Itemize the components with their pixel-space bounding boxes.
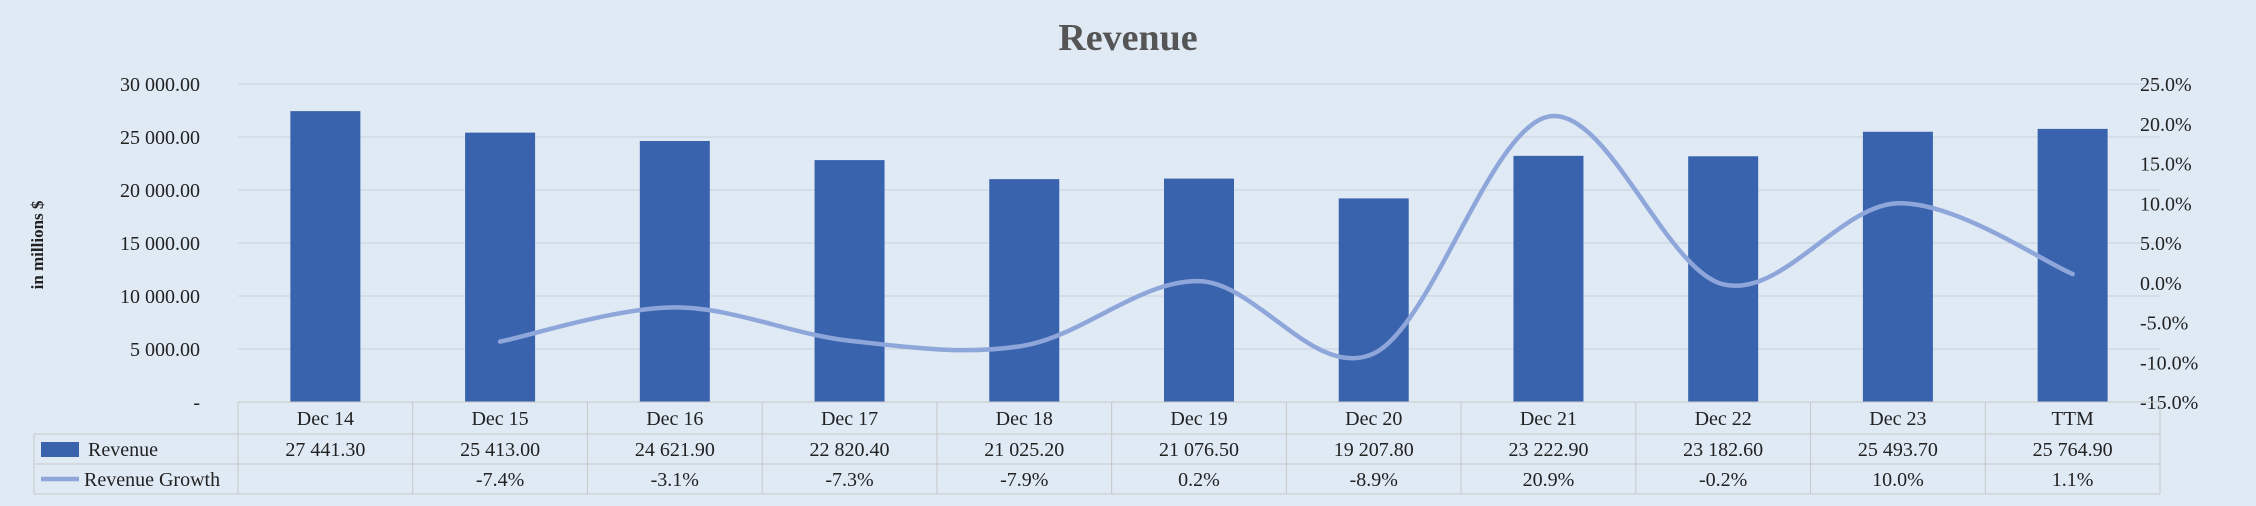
- bar: [465, 132, 536, 402]
- bar: [989, 179, 1060, 402]
- bar: [1688, 156, 1759, 402]
- left-tick-label: 5 000.00: [130, 339, 200, 361]
- category-label: Dec 19: [1170, 408, 1227, 430]
- legend-label-growth: Revenue Growth: [84, 469, 220, 491]
- category-label: Dec 20: [1345, 408, 1402, 430]
- revenue-value-cell: 21 025.20: [984, 439, 1064, 461]
- bar: [1862, 131, 1933, 402]
- category-label: Dec 23: [1869, 408, 1926, 430]
- revenue-value-cell: 25 764.90: [2033, 439, 2113, 461]
- bar: [814, 160, 885, 402]
- right-axis-ticks: -15.0% -10.0% -5.0% 0.0% 5.0% 10.0% 15.0% 20.0%…: [2140, 74, 2198, 414]
- data-table: Dec 14 Dec 15 Dec 16 Dec 17 Dec 18 Dec 19 Dec …: [33, 401, 2161, 495]
- category-label: Dec 21: [1520, 408, 1577, 430]
- revenue-value-cell: 23 222.90: [1508, 439, 1588, 461]
- bar: [2037, 128, 2108, 402]
- revenue-bars: [290, 111, 2108, 402]
- right-tick-label: 15.0%: [2140, 154, 2192, 176]
- category-label: Dec 15: [471, 408, 528, 430]
- category-label: TTM: [2052, 408, 2094, 430]
- growth-value-cell: -7.3%: [825, 469, 873, 491]
- chart-title: Revenue: [1058, 17, 1197, 59]
- revenue-value-cell: 25 413.00: [460, 439, 540, 461]
- category-label: Dec 18: [996, 408, 1053, 430]
- bar: [1164, 178, 1234, 402]
- bar: [639, 141, 710, 402]
- left-tick-label: 10 000.00: [120, 286, 200, 308]
- left-axis-ticks: - 5 000.00 10 000.00 15 000.00 20 000.00 25 0…: [120, 74, 200, 414]
- legend-swatch-revenue: [41, 442, 79, 457]
- growth-line-path: [497, 114, 2075, 361]
- bar: [1513, 155, 1584, 402]
- revenue-value-cell: 25 493.70: [1858, 439, 1938, 461]
- right-tick-label: -15.0%: [2140, 392, 2198, 414]
- right-tick-label: -10.0%: [2140, 352, 2198, 374]
- growth-value-cell: -7.9%: [1000, 469, 1048, 491]
- right-tick-label: 5.0%: [2140, 233, 2182, 255]
- category-label: Dec 22: [1695, 408, 1752, 430]
- right-tick-label: -5.0%: [2140, 313, 2188, 335]
- category-label: Dec 17: [821, 408, 878, 430]
- growth-value-cell: -8.9%: [1350, 469, 1398, 491]
- left-tick-label: 15 000.00: [120, 233, 200, 255]
- legend-label-revenue: Revenue: [88, 439, 158, 461]
- bar: [290, 111, 361, 402]
- growth-value-cell: -3.1%: [651, 469, 699, 491]
- left-tick-label: 20 000.00: [120, 180, 200, 202]
- right-tick-label: 10.0%: [2140, 193, 2192, 215]
- growth-value-cell: -7.4%: [476, 469, 524, 491]
- right-tick-label: 20.0%: [2140, 114, 2192, 136]
- right-tick-label: 25.0%: [2140, 74, 2192, 96]
- y-axis-label: in millions $: [28, 200, 47, 289]
- growth-value-cell: -0.2%: [1699, 469, 1747, 491]
- revenue-value-cell: 23 182.60: [1683, 439, 1763, 461]
- revenue-growth-line: [497, 114, 2075, 361]
- revenue-value-cell: 22 820.40: [810, 439, 890, 461]
- category-label: Dec 14: [297, 408, 354, 430]
- right-tick-label: 0.0%: [2140, 273, 2182, 295]
- revenue-value-cell: 27 441.30: [285, 439, 365, 461]
- growth-value-cell: 10.0%: [1872, 469, 1924, 491]
- growth-value-cell: 1.1%: [2052, 469, 2094, 491]
- left-tick-label: -: [193, 392, 200, 414]
- bar: [1338, 198, 1409, 402]
- revenue-value-cell: 19 207.80: [1334, 439, 1414, 461]
- growth-value-cell: 20.9%: [1523, 469, 1575, 491]
- growth-value-cell: 0.2%: [1178, 469, 1220, 491]
- left-tick-label: 30 000.00: [120, 74, 200, 96]
- revenue-value-cell: 21 076.50: [1159, 439, 1239, 461]
- category-label: Dec 16: [646, 408, 703, 430]
- revenue-value-cell: 24 621.90: [635, 439, 715, 461]
- left-tick-label: 25 000.00: [120, 127, 200, 149]
